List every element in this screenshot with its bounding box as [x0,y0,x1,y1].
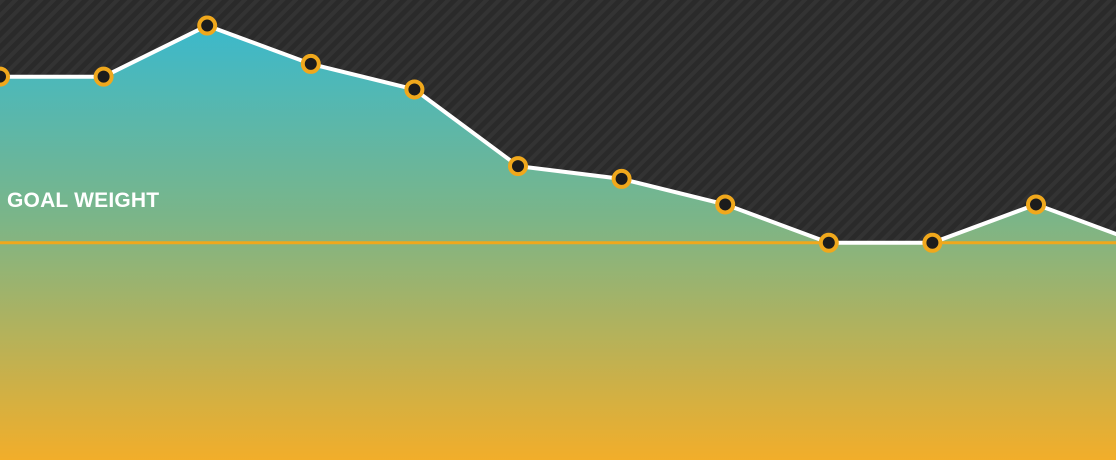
data-point-marker-9 [818,232,839,253]
data-point-marker-6 [508,156,528,177]
data-point-marker-8 [715,194,736,215]
data-point-markers [0,15,1046,253]
data-point-marker-3 [197,15,218,36]
data-point-marker-2 [93,66,114,87]
goal-weight-label: GOAL WEIGHT [7,189,159,212]
data-point-marker-1 [0,66,10,87]
data-point-marker-7 [611,168,632,189]
data-point-marker-11 [1026,194,1046,215]
data-point-marker-10 [922,232,943,253]
series-line [0,23,1116,245]
data-point-marker-5 [404,79,425,100]
data-point-marker-4 [300,53,321,74]
